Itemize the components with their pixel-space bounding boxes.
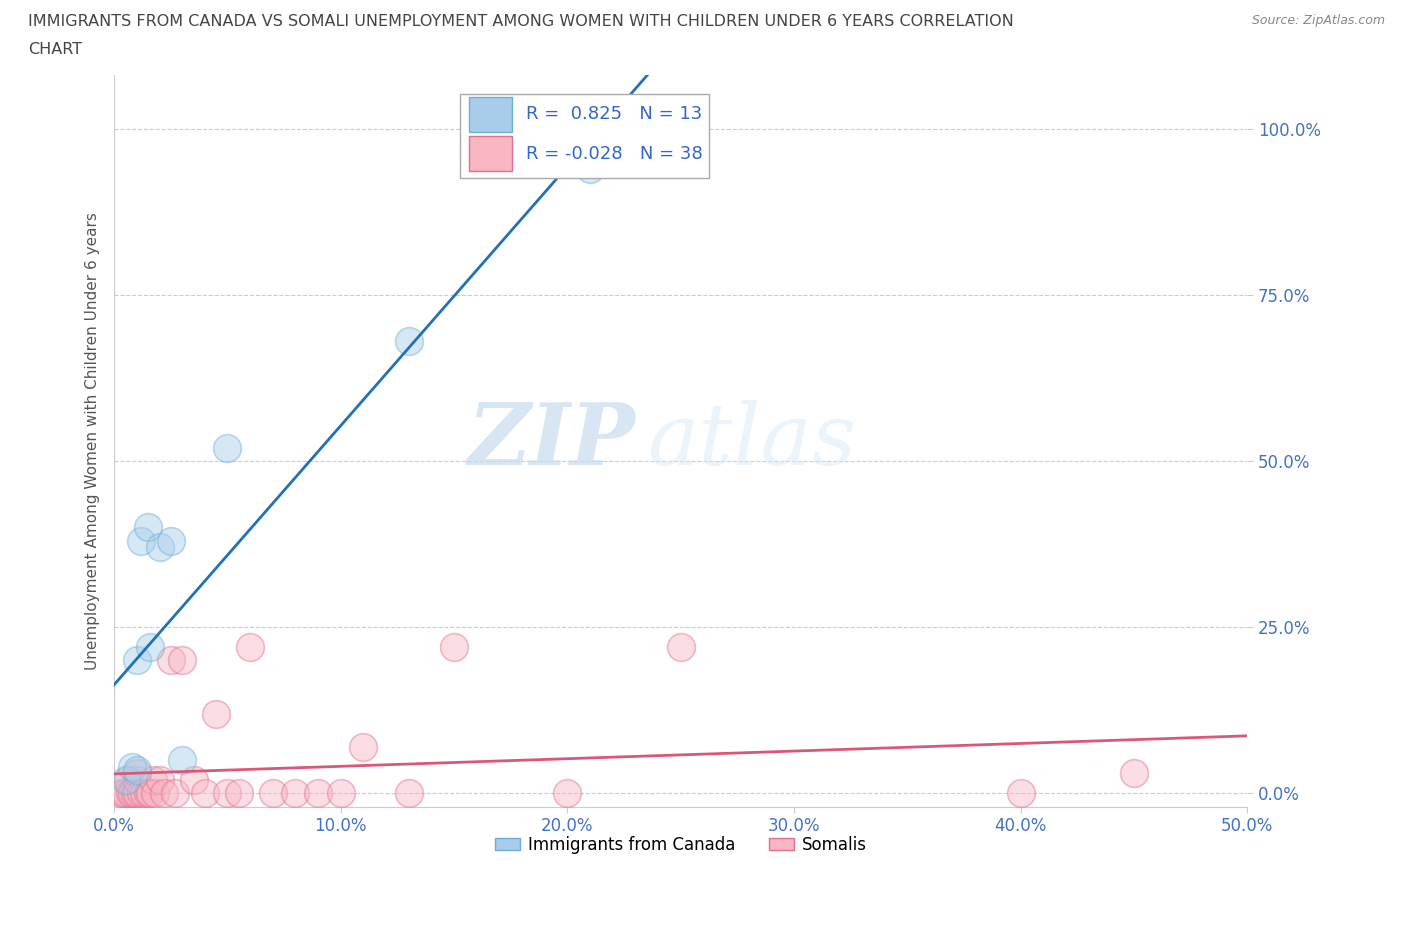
Point — [139, 786, 162, 801]
Point — [228, 786, 250, 801]
Point — [114, 786, 136, 801]
Text: R =  0.825   N = 13: R = 0.825 N = 13 — [526, 105, 702, 123]
FancyBboxPatch shape — [468, 97, 512, 132]
Point — [183, 773, 205, 788]
Text: ZIP: ZIP — [468, 399, 636, 483]
Point — [217, 440, 239, 455]
Point — [125, 653, 148, 668]
Point — [160, 533, 183, 548]
Point — [121, 759, 143, 774]
Point — [125, 786, 148, 801]
Point — [136, 786, 159, 801]
Point — [329, 786, 352, 801]
Point — [143, 786, 166, 801]
Point — [443, 640, 465, 655]
Point — [217, 786, 239, 801]
Text: CHART: CHART — [28, 42, 82, 57]
Point — [153, 786, 176, 801]
Point — [132, 786, 155, 801]
Point — [125, 766, 148, 781]
Point — [114, 773, 136, 788]
Point — [121, 786, 143, 801]
Legend: Immigrants from Canada, Somalis: Immigrants from Canada, Somalis — [488, 830, 873, 860]
Point — [118, 786, 141, 801]
Point — [262, 786, 284, 801]
Point — [1123, 766, 1146, 781]
Point — [148, 540, 170, 555]
Point — [669, 640, 692, 655]
Point — [172, 752, 194, 767]
Point — [125, 763, 148, 777]
Point — [307, 786, 329, 801]
Text: R = -0.028   N = 38: R = -0.028 N = 38 — [526, 145, 702, 163]
Point — [194, 786, 217, 801]
Point — [131, 786, 153, 801]
Point — [284, 786, 307, 801]
FancyBboxPatch shape — [460, 94, 709, 178]
Point — [205, 706, 228, 721]
Point — [117, 773, 139, 788]
Point — [136, 520, 159, 535]
Point — [125, 773, 148, 788]
Point — [142, 773, 165, 788]
Point — [165, 786, 187, 801]
Point — [579, 161, 602, 176]
Point — [124, 786, 146, 801]
Point — [398, 786, 420, 801]
Point — [239, 640, 262, 655]
FancyBboxPatch shape — [468, 136, 512, 171]
Point — [110, 786, 132, 801]
Text: atlas: atlas — [647, 400, 856, 483]
Y-axis label: Unemployment Among Women with Children Under 6 years: Unemployment Among Women with Children U… — [86, 212, 100, 670]
Point — [139, 640, 162, 655]
Point — [160, 653, 183, 668]
Point — [1010, 786, 1032, 801]
Point — [148, 773, 170, 788]
Text: Source: ZipAtlas.com: Source: ZipAtlas.com — [1251, 14, 1385, 27]
Point — [398, 334, 420, 349]
Point — [112, 786, 135, 801]
Point — [557, 786, 579, 801]
Point — [131, 533, 153, 548]
Text: IMMIGRANTS FROM CANADA VS SOMALI UNEMPLOYMENT AMONG WOMEN WITH CHILDREN UNDER 6 : IMMIGRANTS FROM CANADA VS SOMALI UNEMPLO… — [28, 14, 1014, 29]
Point — [172, 653, 194, 668]
Point — [353, 739, 375, 754]
